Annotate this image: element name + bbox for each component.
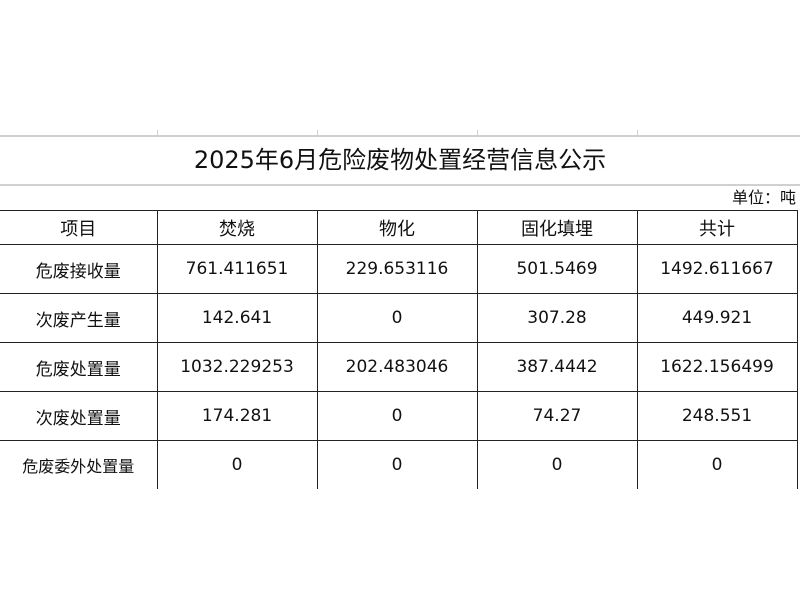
table-cell: 761.411651 bbox=[156, 244, 318, 294]
table-cell: 0 bbox=[476, 440, 638, 489]
table-cell: 1622.156499 bbox=[636, 342, 798, 392]
gridline-tick bbox=[157, 130, 158, 136]
column-header: 项目 bbox=[0, 210, 158, 245]
unit-label: 单位：吨 bbox=[731, 188, 796, 207]
column-header: 固化填埋 bbox=[476, 210, 638, 245]
table-cell: 229.653116 bbox=[316, 244, 478, 294]
gridline-tick bbox=[477, 130, 478, 136]
row-label: 危废委外处置量 bbox=[0, 440, 158, 489]
table-cell: 449.921 bbox=[636, 293, 798, 343]
row-label: 危废处置量 bbox=[0, 342, 158, 392]
table-cell: 387.4442 bbox=[476, 342, 638, 392]
table-cell: 501.5469 bbox=[476, 244, 638, 294]
row-label: 危废接收量 bbox=[0, 244, 158, 294]
table-cell: 0 bbox=[636, 440, 798, 489]
table-header-row: 项目 焚烧 物化 固化填埋 共计 bbox=[0, 210, 798, 245]
table-cell: 307.28 bbox=[476, 293, 638, 343]
gridline-tick bbox=[317, 130, 318, 136]
column-header: 共计 bbox=[636, 210, 798, 245]
table-cell: 248.551 bbox=[636, 391, 798, 441]
table-cell: 0 bbox=[316, 391, 478, 441]
table-row: 危废委外处置量 0 0 0 0 bbox=[0, 440, 798, 489]
table-cell: 74.27 bbox=[476, 391, 638, 441]
page-title: 2025年6月危险废物处置经营信息公示 bbox=[0, 137, 800, 186]
table-row: 次废处置量 174.281 0 74.27 248.551 bbox=[0, 391, 798, 441]
row-label: 次废处置量 bbox=[0, 391, 158, 441]
disposal-table: 项目 焚烧 物化 固化填埋 共计 危废接收量 761.411651 229.6531… bbox=[0, 210, 798, 489]
table-cell: 142.641 bbox=[156, 293, 318, 343]
table-row: 危废接收量 761.411651 229.653116 501.5469 1492.61… bbox=[0, 244, 798, 294]
column-header: 物化 bbox=[316, 210, 478, 245]
sheet-gridline bbox=[0, 135, 800, 137]
row-label: 次废产生量 bbox=[0, 293, 158, 343]
table-cell: 1032.229253 bbox=[156, 342, 318, 392]
column-header: 焚烧 bbox=[156, 210, 318, 245]
table-cell: 0 bbox=[316, 293, 478, 343]
table-row: 危废处置量 1032.229253 202.483046 387.4442 1622.1… bbox=[0, 342, 798, 392]
table-cell: 202.483046 bbox=[316, 342, 478, 392]
table-cell: 1492.611667 bbox=[636, 244, 798, 294]
table-row: 次废产生量 142.641 0 307.28 449.921 bbox=[0, 293, 798, 343]
table-cell: 0 bbox=[156, 440, 318, 489]
table-cell: 0 bbox=[316, 440, 478, 489]
table-cell: 174.281 bbox=[156, 391, 318, 441]
gridline-tick bbox=[637, 130, 638, 136]
